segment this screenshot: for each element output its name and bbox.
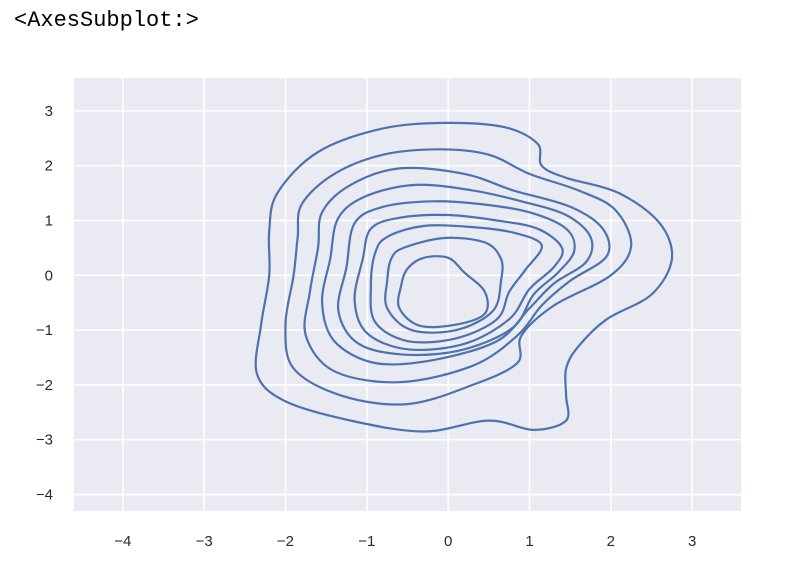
- output-repr-text: <AxesSubplot:>: [14, 8, 199, 33]
- y-tick-label: 3: [45, 103, 53, 120]
- y-tick-label: 2: [45, 158, 53, 175]
- x-tick-label: −3: [196, 533, 213, 550]
- y-tick-label: 1: [45, 213, 53, 230]
- x-tick-label: 3: [688, 533, 696, 550]
- x-tick-label: 0: [444, 533, 452, 550]
- contour-level-1: [254, 121, 674, 433]
- grid-lines: [74, 78, 741, 511]
- contour-level-9: [397, 255, 489, 329]
- contour-level-6: [353, 213, 564, 352]
- x-tick-labels: −4 −3 −2 −1 0 1 2 3: [114, 533, 696, 550]
- contour-level-8: [384, 236, 504, 334]
- y-tick-label: −3: [36, 432, 53, 449]
- x-tick-label: −4: [114, 533, 131, 550]
- y-tick-label: −1: [36, 322, 53, 339]
- contour-level-2: [284, 148, 633, 406]
- contour-level-5: [336, 200, 576, 357]
- plot-background: [74, 78, 741, 511]
- x-tick-label: 2: [607, 533, 615, 550]
- x-tick-label: −1: [358, 533, 375, 550]
- y-tick-label: 0: [45, 267, 53, 284]
- contour-level-7: [369, 224, 543, 344]
- y-tick-labels: −4 −3 −2 −1 0 1 2 3: [36, 103, 53, 504]
- x-tick-label: 1: [525, 533, 533, 550]
- y-tick-label: −4: [36, 487, 53, 504]
- contour-level-3: [303, 166, 611, 384]
- contour-lines: [254, 121, 674, 433]
- x-tick-label: −2: [277, 533, 294, 550]
- y-tick-label: −2: [36, 377, 53, 394]
- contour-level-4: [320, 183, 594, 366]
